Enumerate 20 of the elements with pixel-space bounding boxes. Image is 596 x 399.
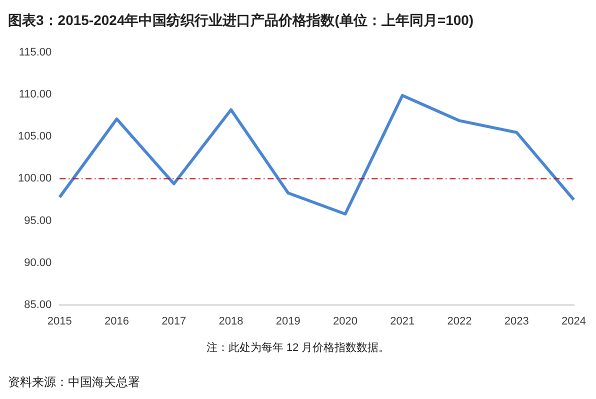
- y-tick-label: 95.00: [24, 214, 52, 227]
- x-tick-label: 2020: [333, 315, 358, 328]
- y-tick-label: 115.00: [18, 46, 52, 59]
- text: 资料来源：中国海关总署: [8, 374, 140, 391]
- x-tick-label: 2018: [218, 315, 244, 328]
- x-tick-label: 2015: [47, 315, 72, 328]
- x-tick-label: 2016: [104, 315, 130, 328]
- x-tick-label: 2017: [162, 315, 186, 328]
- x-tick-label: 2022: [447, 315, 472, 328]
- y-tick-label: 90.00: [24, 256, 52, 269]
- text: 注：此处为每年 12 月价格指数数据。: [205, 340, 391, 355]
- y-tick-label: 85.00: [24, 298, 52, 311]
- x-tick-label: 2024: [562, 315, 586, 328]
- y-tick-label: 105.00: [18, 130, 52, 143]
- y-tick-label: 110.00: [18, 88, 52, 101]
- y-tick-label: 100.00: [18, 172, 52, 185]
- x-tick-label: 2019: [276, 315, 300, 328]
- x-tick-label: 2023: [504, 315, 529, 328]
- chart-title: 图表3：2015-2024年中国纺织行业进口产品价格指数(单位：上年同月=100): [7, 11, 475, 30]
- x-tick-label: 2021: [390, 315, 415, 328]
